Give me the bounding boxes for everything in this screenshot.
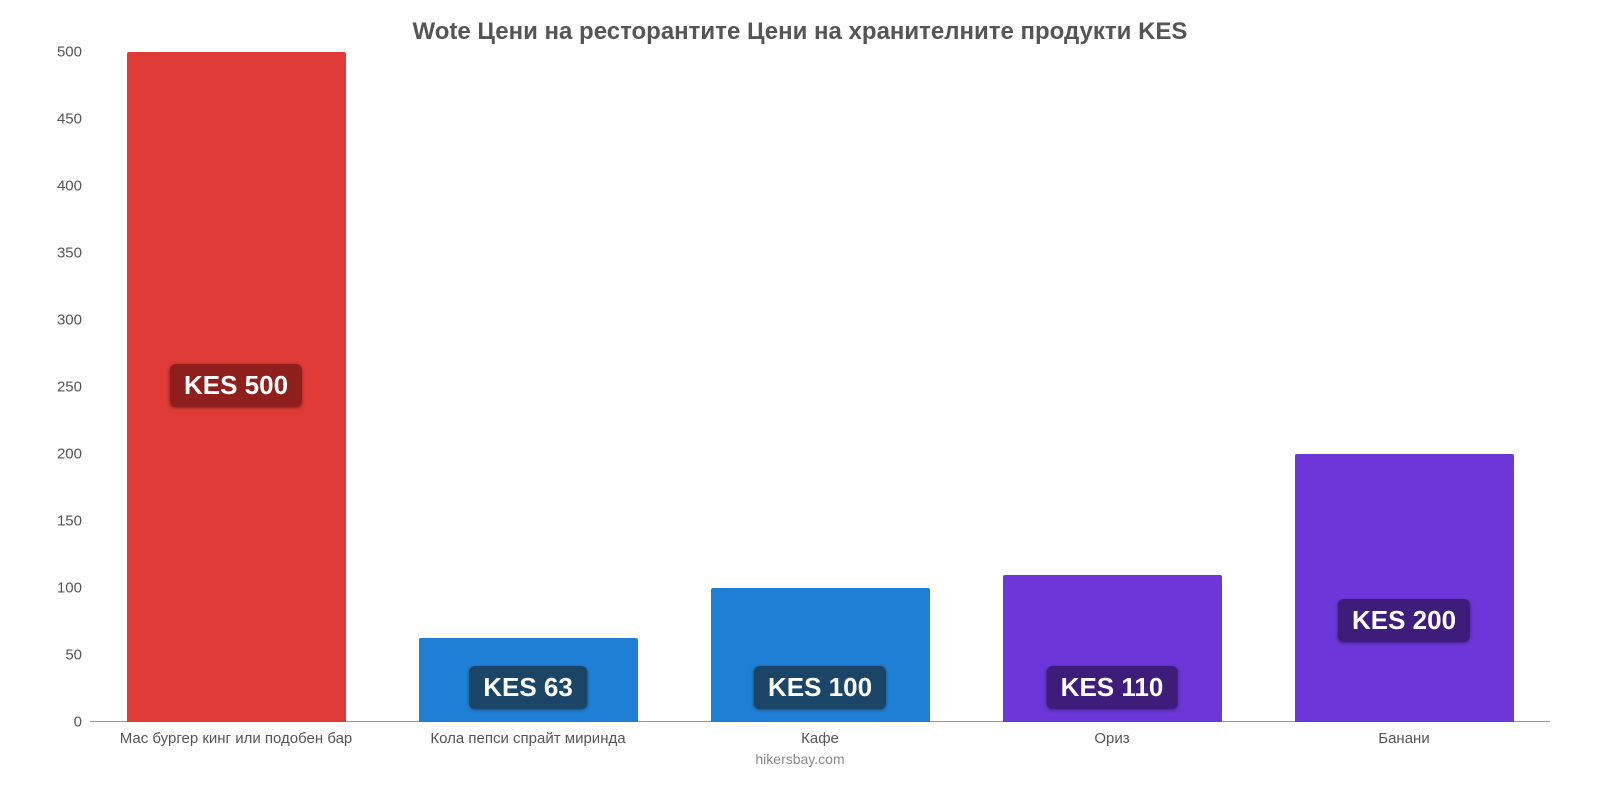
plot-area: 050100150200250300350400450500 KES 500KE…: [90, 52, 1550, 722]
price-bar-chart: Wote Цени на ресторантите Цени на хранит…: [0, 0, 1600, 800]
x-axis-label: Ориз: [966, 730, 1258, 747]
chart-title: Wote Цени на ресторантите Цени на хранит…: [40, 10, 1560, 52]
y-tick: 350: [57, 245, 82, 262]
x-axis-label: Кола пепси спрайт миринда: [382, 730, 674, 747]
value-badge: KES 200: [1338, 599, 1470, 642]
value-badge: KES 500: [170, 364, 302, 407]
bar-slot: KES 500: [90, 52, 382, 722]
y-tick: 150: [57, 513, 82, 530]
bar-slot: KES 63: [382, 52, 674, 722]
y-axis: 050100150200250300350400450500: [40, 52, 90, 722]
x-axis-label: Мас бургер кинг или подобен бар: [90, 730, 382, 747]
y-tick: 100: [57, 580, 82, 597]
value-badge: KES 100: [754, 666, 886, 709]
bar-slot: KES 100: [674, 52, 966, 722]
y-tick: 400: [57, 178, 82, 195]
y-tick: 300: [57, 312, 82, 329]
x-axis-label: Кафе: [674, 730, 966, 747]
x-axis-labels: Мас бургер кинг или подобен барКола пепс…: [90, 730, 1550, 747]
y-tick: 200: [57, 446, 82, 463]
bar: [1295, 454, 1514, 722]
y-tick: 50: [65, 647, 82, 664]
y-tick: 250: [57, 379, 82, 396]
value-badge: KES 63: [469, 666, 587, 709]
bar-slot: KES 200: [1258, 52, 1550, 722]
chart-footer: hikersbay.com: [40, 751, 1560, 767]
y-tick: 500: [57, 44, 82, 61]
value-badge: KES 110: [1047, 666, 1178, 709]
y-tick: 0: [74, 714, 82, 731]
y-tick: 450: [57, 111, 82, 128]
bar-slot: KES 110: [966, 52, 1258, 722]
x-axis-label: Банани: [1258, 730, 1550, 747]
bars-container: KES 500 KES 63 KES 100 KES 110 KES 200: [90, 52, 1550, 722]
